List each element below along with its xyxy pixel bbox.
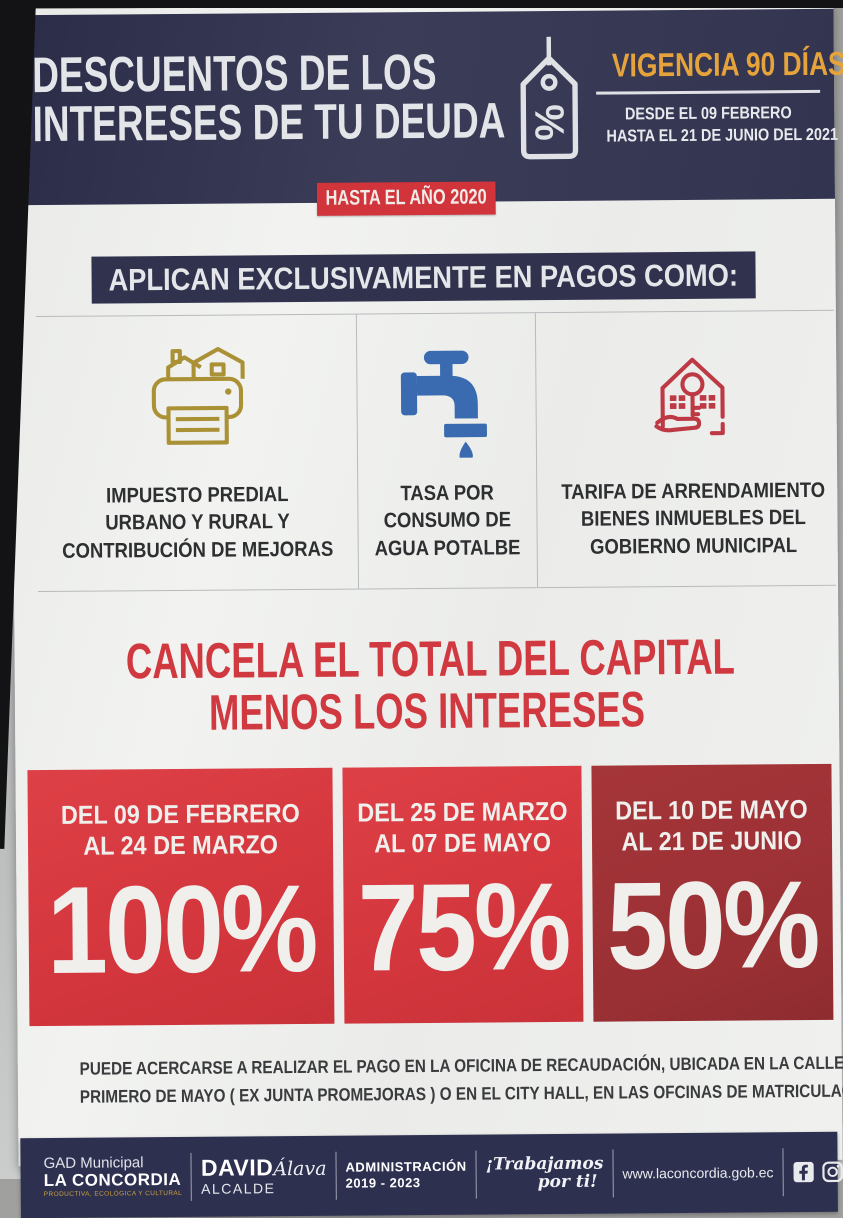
pagos-label-line: CONTRIBUCIÓN DE MEJORAS	[62, 535, 333, 564]
faucet-icon	[388, 341, 505, 458]
discount-percent: 75%	[358, 869, 569, 988]
pagos-section-title: APLICAN EXCLUSIVAMENTE EN PAGOS COMO:	[109, 257, 739, 298]
footer-divider	[475, 1150, 476, 1198]
validity-title: VIGENCIA 90 DÍAS	[612, 45, 804, 85]
footer-divider	[335, 1151, 336, 1199]
validity-block: VIGENCIA 90 DÍAS DESDE EL 09 FEBRERO HAS…	[588, 45, 829, 148]
footer-mayor-name: DAVID	[201, 1154, 274, 1181]
footer-social-icons	[792, 1160, 843, 1183]
discount-box-75: DEL 25 DE MARZO AL 07 DE MAYO 75%	[343, 766, 584, 1024]
tag-percent-icon: %	[502, 35, 597, 170]
year-chip: HASTA EL AÑO 2020	[317, 181, 496, 215]
footer-mayor-title: ALCALDE	[201, 1181, 327, 1196]
discount-period: DEL 25 DE MARZO	[355, 796, 571, 828]
pagos-item-predial: IMPUESTO PREDIAL URBANO Y RURAL Y CONTRI…	[36, 315, 358, 591]
discount-headline: CANCELA EL TOTAL DEL CAPITAL MENOS LOS I…	[14, 630, 839, 740]
discount-box-50: DEL 10 DE MAYO AL 21 DE JUNIO 50%	[592, 764, 833, 1022]
footer-admin-line2: 2019 - 2023	[346, 1174, 467, 1191]
validity-underline	[596, 90, 820, 95]
discount-box-100: DEL 09 DE FEBRERO AL 24 DE MARZO 100%	[27, 768, 334, 1026]
photo-edge-top	[0, 0, 843, 8]
validity-line2: HASTA EL 21 DE JUNIO DEL 2021	[606, 124, 810, 148]
pagos-label-line: TARIFA DE ARRENDAMIENTO	[561, 477, 825, 506]
footer-divider	[191, 1153, 192, 1201]
footer-org-block: GAD Municipal LA CONCORDIA PRODUCTIVA, E…	[43, 1155, 182, 1198]
footer-org-tagline: PRODUCTIVA, ECOLÓGICA Y CULTURAL	[44, 1191, 182, 1199]
discount-percent: 100%	[47, 871, 316, 991]
pagos-label-line: TASA POR	[374, 479, 520, 507]
payment-info: PUEDE ACERCARSE A REALIZAR EL PAGO EN LA…	[18, 1050, 842, 1112]
pagos-label-line: URBANO Y RURAL Y	[62, 508, 333, 537]
tag-percent-symbol: %	[526, 104, 572, 141]
discount-boxes: DEL 09 DE FEBRERO AL 24 DE MARZO 100% DE…	[27, 764, 829, 1026]
poster: DESCUENTOS DE LOS INTERESES DE TU DEUDA …	[9, 3, 842, 1166]
pagos-label-line: IMPUESTO PREDIAL	[62, 481, 333, 510]
footer-mayor-block: DAVIDÁlava ALCALDE	[201, 1156, 327, 1196]
pagos-label-line: CONSUMO DE	[374, 507, 520, 535]
payment-info-line2: PRIMERO DE MAYO ( EX JUNTA PROMEJORAS ) …	[80, 1078, 781, 1111]
pagos-item-arrendamiento: TARIFA DE ARRENDAMIENTO BIENES INMUEBLES…	[535, 311, 843, 587]
footer-divider	[782, 1148, 783, 1196]
footer-slogan: ¡Trabajamos por ti!	[486, 1155, 604, 1192]
pagos-label-line: BIENES INMUEBLES DEL	[561, 504, 825, 533]
instagram-icon	[821, 1160, 843, 1182]
house-key-icon	[633, 338, 752, 457]
pagos-icon-wrap	[363, 333, 530, 466]
facebook-icon	[792, 1161, 814, 1183]
footer-divider	[612, 1149, 613, 1197]
discount-period: DEL 09 DE FEBRERO	[43, 798, 318, 831]
pagos-label-line: GOBIERNO MUNICIPAL	[561, 531, 825, 560]
pagos-section-bar: APLICAN EXCLUSIVAMENTE EN PAGOS COMO:	[91, 251, 755, 303]
footer-bar: GAD Municipal LA CONCORDIA PRODUCTIVA, E…	[20, 1131, 838, 1217]
pagos-icon-wrap	[42, 335, 351, 469]
pagos-table: IMPUESTO PREDIAL URBANO Y RURAL Y CONTRI…	[36, 310, 836, 592]
discount-headline-line1: CANCELA EL TOTAL DEL CAPITAL	[126, 631, 728, 688]
printer-houses-icon	[137, 342, 256, 461]
footer-mayor-surname: Álava	[273, 1158, 326, 1180]
discount-period: AL 21 DE JUNIO	[604, 824, 820, 856]
footer-admin-block: ADMINISTRACIÓN 2019 - 2023	[345, 1159, 466, 1191]
discount-period: AL 24 DE MARZO	[43, 828, 318, 861]
discount-period: DEL 10 DE MAYO	[604, 794, 820, 826]
footer-org-line2: LA CONCORDIA	[44, 1171, 183, 1190]
discount-percent: 50%	[607, 867, 818, 986]
discount-period: AL 07 DE MAYO	[355, 826, 571, 858]
pagos-label-line: AGUA POTALBE	[375, 534, 521, 562]
footer-slogan-line2: por ti!	[486, 1173, 604, 1192]
validity-line1: DESDE EL 09 FEBRERO	[606, 102, 810, 126]
pagos-icon-wrap	[542, 331, 843, 465]
footer-admin-line1: ADMINISTRACIÓN	[345, 1159, 466, 1176]
pagos-item-agua: TASA POR CONSUMO DE AGUA POTALBE	[356, 313, 537, 588]
header-banner: DESCUENTOS DE LOS INTERESES DE TU DEUDA …	[10, 9, 835, 205]
discount-headline-line2: MENOS LOS INTERESES	[126, 683, 728, 740]
